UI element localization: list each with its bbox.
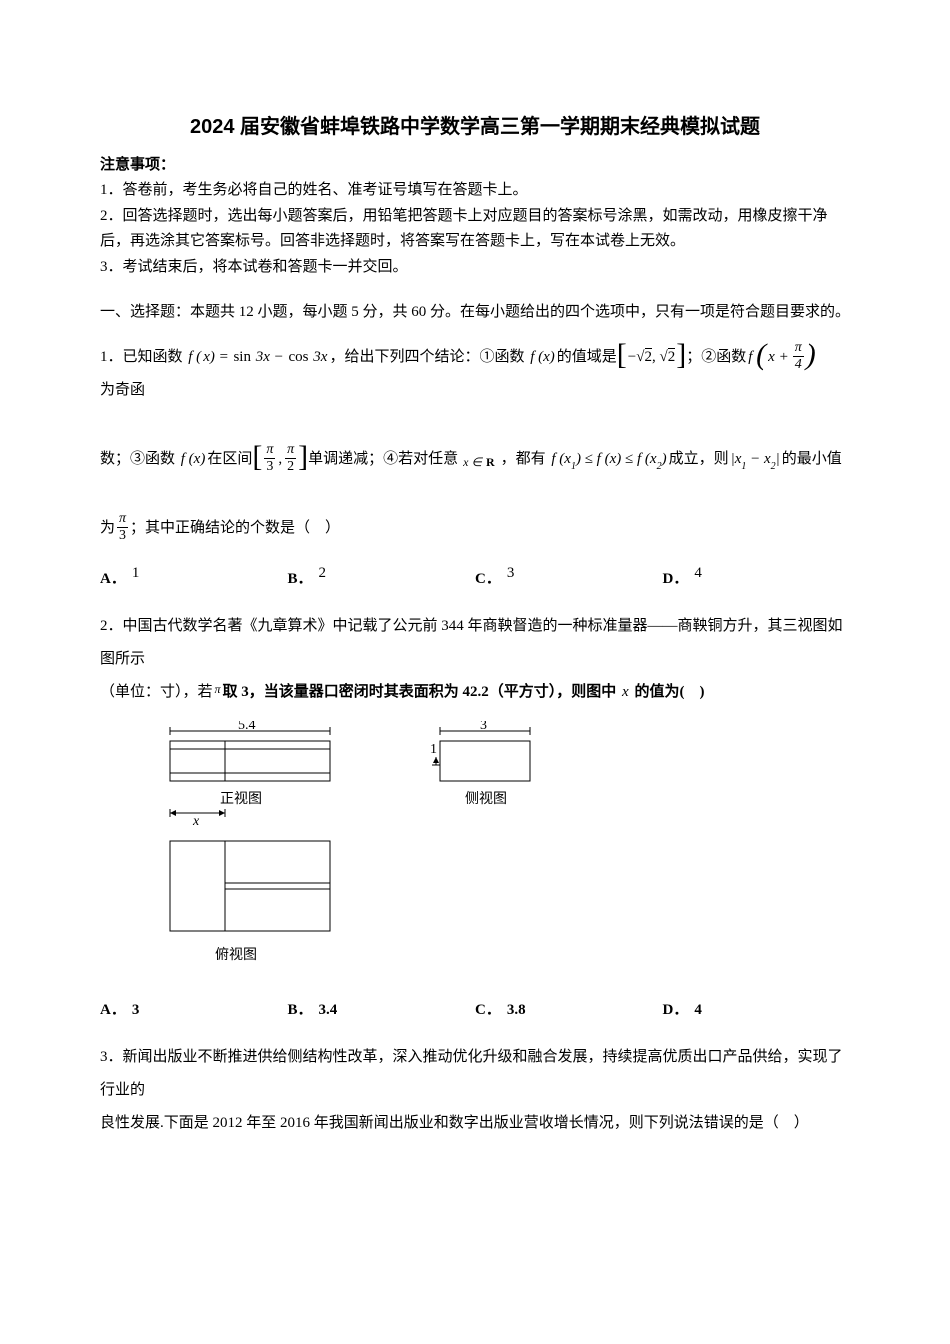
q1-d: 为奇函 <box>100 374 145 407</box>
q2-opt-d-val: 4 <box>694 994 702 1027</box>
q3-text-a: 3．新闻出版业不断推进供给侧结构性改革，深入推动优化升级和融合发展，持续提高优质… <box>100 1041 850 1107</box>
q1-interval: [ π3 , π2 ] <box>252 443 308 476</box>
q1-opt-b-val: 2 <box>319 557 327 590</box>
q1-l: ；其中正确结论的个数是（ ） <box>130 512 340 545</box>
notice-line-2: 2．回答选择题时，选出每小题答案后，用铅笔把答题卡上对应题目的答案标号涂黑，如需… <box>100 204 850 255</box>
dim-1: 1 <box>430 742 437 757</box>
q1-k: 为 <box>100 512 115 545</box>
q1-opt-d-val: 4 <box>694 557 702 590</box>
q2-text-a: 2．中国古代数学名著《九章算术》中记载了公元前 344 年商鞅督造的一种标准量器… <box>100 610 850 676</box>
q1-opt-c-val: 3 <box>507 557 515 590</box>
q1-a: ，给出下列四个结论：①函数 <box>329 341 524 374</box>
q2-diagram: 5.4 正视图 x 3 <box>160 721 850 984</box>
q2-opt-a-val: 3 <box>132 994 140 1027</box>
top-view-svg: 俯视图 <box>160 831 360 971</box>
dim-5-4: 5.4 <box>238 721 256 733</box>
q1-cond: x ∈ R <box>458 449 500 475</box>
q2-pi: π <box>213 676 223 702</box>
q1-option-b: B．2 <box>288 563 476 596</box>
q2-text-d: 的值为( ) <box>634 676 704 709</box>
q2-opt-b-val: 3.4 <box>319 994 338 1027</box>
question-2: 2．中国古代数学名著《九章算术》中记载了公元前 344 年商鞅督造的一种标准量器… <box>100 610 850 1027</box>
front-view-svg: 5.4 正视图 x <box>160 721 360 831</box>
q2-text-b: （单位：寸），若 <box>100 676 213 709</box>
q2-option-c: C．3.8 <box>475 994 663 1027</box>
notice-line-1: 1．答卷前，考生务必将自己的姓名、准考证号填写在答题卡上。 <box>100 178 850 204</box>
q1-j: 的最小值 <box>782 443 842 476</box>
notice-line-3: 3．考试结束后，将本试卷和答题卡一并交回。 <box>100 255 850 281</box>
q1-intro: 1．已知函数 <box>100 341 183 374</box>
top-view-label: 俯视图 <box>215 947 257 963</box>
side-view-label: 侧视图 <box>465 791 507 807</box>
q1-i: 成立，则 <box>669 443 729 476</box>
q2-option-a: A．3 <box>100 994 288 1027</box>
q1-option-d: D．4 <box>663 563 851 596</box>
q2-opt-c-val: 3.8 <box>507 994 526 1027</box>
question-3: 3．新闻出版业不断推进供给侧结构性改革，深入推动优化升级和融合发展，持续提高优质… <box>100 1041 850 1140</box>
q1-absdiff: |x1 − x2| <box>729 443 782 476</box>
side-view-svg: 3 1 侧视图 <box>420 721 580 831</box>
q1-opt-a-val: 1 <box>132 557 140 590</box>
dim-3: 3 <box>480 721 487 733</box>
q1-pi3: π3 <box>117 511 128 543</box>
q1-func-def: f (x) = sin 3x − cos 3x <box>183 341 330 374</box>
front-view-label: 正视图 <box>220 791 262 807</box>
exam-title: 2024 届安徽省蚌埠铁路中学数学高三第一学期期末经典模拟试题 <box>100 110 850 139</box>
q2-option-b: B．3.4 <box>288 994 476 1027</box>
q2-text-c: 取 3，当该量器口密闭时其表面积为 42.2（平方寸），则图中 <box>223 676 617 709</box>
q1-g: 单调递减；④若对任意 <box>308 443 458 476</box>
q3-text-b: 良性发展.下面是 2012 年至 2016 年我国新闻出版业和数字出版业营收增长… <box>100 1107 850 1140</box>
q1-h: ，都有 <box>501 443 546 476</box>
notice-header: 注意事项： <box>100 153 850 174</box>
q1-b: 的值域是 <box>557 341 617 374</box>
q1-fx: f (x) <box>524 341 556 374</box>
q1-fx2: f (x) <box>175 443 207 476</box>
q1-shift: f ( x + π4 ) <box>746 341 817 374</box>
q2-option-d: D．4 <box>663 994 851 1027</box>
q1-option-a: A．1 <box>100 563 288 596</box>
section-intro: 一、选择题：本题共 12 小题，每小题 5 分，共 60 分。在每小题给出的四个… <box>100 298 850 327</box>
q1-range: [ −√2, √2 ] <box>617 341 686 374</box>
q1-c: ；②函数 <box>686 341 746 374</box>
question-1: 1．已知函数 f (x) = sin 3x − cos 3x ，给出下列四个结论… <box>100 341 850 596</box>
q1-e: 数；③函数 <box>100 443 175 476</box>
q1-option-c: C．3 <box>475 563 663 596</box>
x-label: x <box>192 814 200 829</box>
q1-f: 在区间 <box>207 443 252 476</box>
q2-x: x <box>616 676 634 709</box>
q1-ineq: f (x1) ≤ f (x) ≤ f (x2) <box>546 443 669 476</box>
